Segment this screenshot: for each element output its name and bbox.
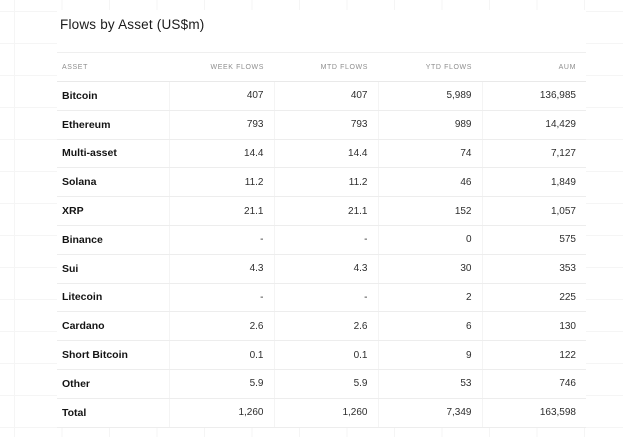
value-cell: 46 [377, 167, 482, 198]
table-header-row: ASSET WEEK FLOWS MTD FLOWS YTD FLOWS AUM [57, 52, 586, 82]
asset-name-cell: Litecoin [57, 283, 169, 313]
value-cell: 21.1 [168, 196, 274, 226]
value-cell: 7,349 [377, 398, 482, 428]
value-cell: 0.1 [168, 340, 274, 370]
table-row: Bitcoin 407 407 5,989 136,985 [57, 81, 586, 111]
table-row: Other 5.9 5.9 53 746 [57, 369, 586, 399]
value-cell: 1,260 [168, 398, 274, 428]
table-row: Binance - -0 575 [57, 225, 586, 255]
value-cell: 122 [481, 340, 586, 370]
value-cell: 30 [377, 254, 482, 284]
column-header-ytd-flows: YTD FLOWS [378, 52, 482, 82]
value-cell: - [168, 225, 274, 255]
asset-name-cell: Ethereum [57, 110, 169, 140]
table-row: Litecoin - -2 225 [57, 283, 586, 313]
value-cell: 225 [481, 283, 586, 313]
column-header-mtd-flows: MTD FLOWS [274, 52, 378, 82]
value-cell: 793 [168, 110, 274, 140]
asset-name-cell: XRP [57, 196, 169, 226]
table-row-total: Total 1,260 1,260 7,349 163,598 [57, 398, 586, 428]
table-row: Cardano 2.6 2.6 6 130 [57, 311, 586, 342]
flows-table-panel: Flows by Asset (US$m) ASSET WEEK FLOWS M… [57, 10, 586, 428]
value-cell: 14,429 [481, 110, 586, 140]
value-cell: 353 [481, 254, 586, 284]
value-cell: 989 [377, 110, 482, 140]
value-cell: 746 [481, 369, 586, 399]
value-cell: - [168, 283, 274, 313]
value-cell: 2 [377, 283, 482, 313]
table-row: Short Bitcoin 0.1 0.1 9 122 [57, 340, 586, 370]
value-cell: 11.2 [168, 167, 274, 198]
asset-name-cell: Sui [57, 254, 169, 284]
value-cell: 9 [377, 340, 482, 370]
column-header-week-flows: WEEK FLOWS [169, 52, 274, 82]
table-row: Sui 4.3 4.3 30 353 [57, 254, 586, 284]
value-cell: 130 [481, 311, 586, 342]
value-cell: 21.1 [273, 196, 378, 226]
table-row: Solana 11.2 11.2 46 1,849 [57, 167, 586, 198]
value-cell: 6 [377, 311, 482, 342]
value-cell: 2.6 [168, 311, 274, 342]
table-row: Ethereum 793 793 989 14,429 [57, 110, 586, 140]
value-cell: 5.9 [168, 369, 274, 399]
flows-by-asset-table: ASSET WEEK FLOWS MTD FLOWS YTD FLOWS AUM… [57, 52, 586, 428]
value-cell: 1,260 [273, 398, 378, 428]
asset-name-cell: Multi-asset [57, 139, 169, 169]
value-cell: 1,849 [481, 167, 586, 198]
value-cell: 0 [377, 225, 482, 255]
value-cell: 5,989 [377, 81, 482, 111]
column-header-aum: AUM [482, 52, 586, 82]
column-header-asset: ASSET [57, 52, 169, 82]
value-cell: 4.3 [273, 254, 378, 284]
asset-name-cell: Short Bitcoin [57, 340, 169, 370]
value-cell: 14.4 [168, 139, 274, 169]
value-cell: 14.4 [273, 139, 378, 169]
value-cell: 7,127 [481, 139, 586, 169]
value-cell: 136,985 [481, 81, 586, 111]
value-cell: 11.2 [273, 167, 378, 198]
value-cell: - [273, 225, 378, 255]
table-header: ASSET WEEK FLOWS MTD FLOWS YTD FLOWS AUM [57, 52, 586, 82]
value-cell: 152 [377, 196, 482, 226]
asset-name-cell: Other [57, 369, 169, 399]
asset-name-cell: Total [57, 398, 169, 428]
table-body: Bitcoin 407 407 5,989 136,985 Ethereum 793 793 9… [57, 81, 586, 428]
value-cell: 575 [481, 225, 586, 255]
value-cell: 163,598 [481, 398, 586, 428]
value-cell: 793 [273, 110, 378, 140]
table-row: XRP 21.1 21.1 152 1,057 [57, 196, 586, 226]
value-cell: 5.9 [273, 369, 378, 399]
value-cell: 2.6 [273, 311, 378, 342]
asset-name-cell: Solana [57, 167, 169, 198]
value-cell: 1,057 [481, 196, 586, 226]
value-cell: 407 [168, 81, 274, 111]
asset-name-cell: Binance [57, 225, 169, 255]
value-cell: 53 [377, 369, 482, 399]
value-cell: 0.1 [273, 340, 378, 370]
value-cell: 74 [377, 139, 482, 169]
asset-name-cell: Bitcoin [57, 81, 169, 111]
value-cell: - [273, 283, 378, 313]
table-row: Multi-asset 14.4 14.4 74 7,127 [57, 139, 586, 169]
asset-name-cell: Cardano [57, 311, 169, 342]
value-cell: 407 [273, 81, 378, 111]
chart-title: Flows by Asset (US$m) [60, 17, 205, 32]
value-cell: 4.3 [168, 254, 274, 284]
